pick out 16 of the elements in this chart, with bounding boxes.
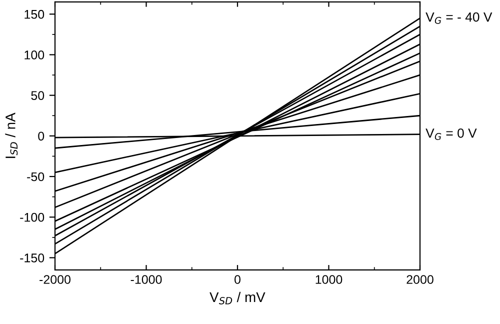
y-tick-label: 100 bbox=[24, 50, 44, 60]
x-tick-label: -1000 bbox=[130, 275, 162, 284]
y-tick-label: 50 bbox=[31, 91, 44, 100]
annotation: V$_{G}$ = - 40 V bbox=[426, 12, 492, 24]
y-tick-label: -100 bbox=[20, 212, 44, 222]
y-tick-label: -50 bbox=[27, 172, 44, 182]
x-tick-label: -2000 bbox=[40, 275, 70, 284]
x-tick-label: 0 bbox=[234, 275, 240, 284]
y-tick-label: -150 bbox=[20, 254, 44, 262]
y-tick-label: 0 bbox=[38, 132, 44, 141]
y-axis-title: I$_{SD}$ / nA bbox=[5, 112, 18, 158]
x-tick-label: 1000 bbox=[316, 275, 342, 284]
y-tick-label: 150 bbox=[24, 10, 44, 19]
x-tick-label: 2000 bbox=[406, 275, 434, 284]
x-axis-title: V$_{SD}$ / mV bbox=[210, 292, 266, 304]
annotation: V$_{G}$ = 0 V bbox=[426, 128, 477, 140]
